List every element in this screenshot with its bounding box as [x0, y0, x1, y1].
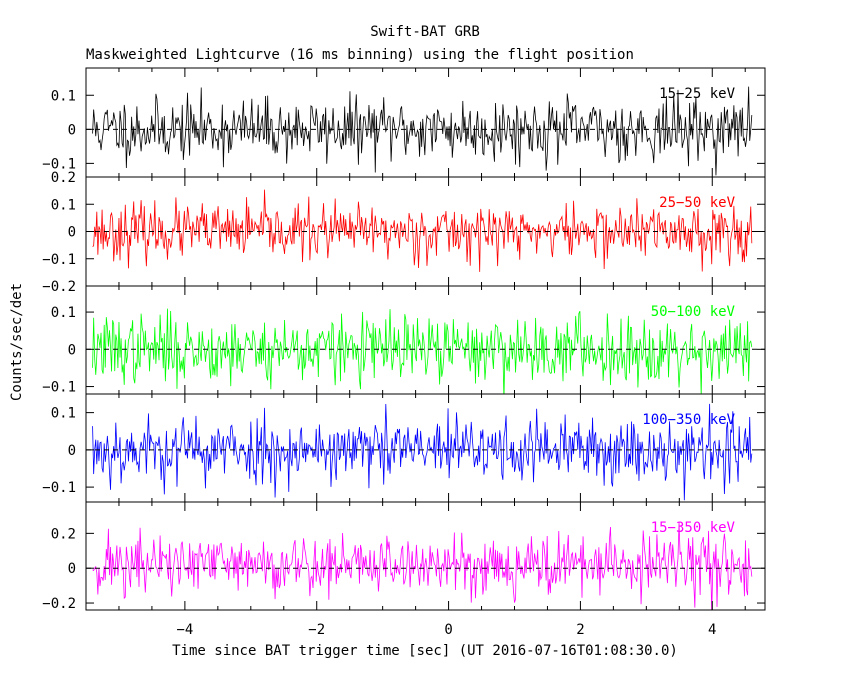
series-line-1 — [92, 86, 753, 176]
y-tick-label-1-3: −0.1 — [42, 156, 76, 172]
panel-2: 0.2 0.1 0 −0.1 −0.2 25−50 keV — [42, 170, 766, 295]
band-label-5: 15−350 keV — [651, 520, 736, 536]
y-tick-label-5-1: 0.2 — [51, 526, 76, 542]
panel-frame-5 — [85, 501, 766, 611]
band-label-2: 25−50 keV — [659, 195, 735, 211]
series-line-4 — [92, 403, 753, 501]
y-tick-label-1-1: 0.1 — [51, 88, 76, 104]
panel-4: 0.1 0 −0.1 100−350 keV — [42, 393, 766, 503]
panel-frame-1 — [85, 67, 766, 178]
x-axis-label: Time since BAT trigger time [sec] (UT 20… — [172, 643, 678, 659]
y-tick-label-4-2: 0 — [68, 443, 76, 459]
y-tick-label-1-2: 0 — [68, 122, 76, 138]
y-tick-label-2-4: −0.1 — [42, 252, 76, 268]
x-tick-label-2: −2 — [308, 622, 325, 638]
y-tick-label-2-2: 0.1 — [51, 197, 76, 213]
panel-5: 0.2 0 −0.2 15−350 keV — [42, 501, 766, 612]
x-tick-label-3: 0 — [444, 622, 452, 638]
panel-3: 0.1 0 −0.1 50−100 keV — [42, 285, 766, 396]
y-tick-label-2-5: −0.2 — [42, 279, 76, 295]
panel-frame-3 — [85, 285, 766, 395]
y-tick-label-4-3: −0.1 — [42, 480, 76, 496]
panels-group: 0.1 0 −0.1 15−25 keV 0.2 0.1 0 −0.1 −0.2 25−50 ke… — [42, 67, 766, 638]
y-tick-label-2-3: 0 — [68, 225, 76, 241]
band-label-1: 15−25 keV — [659, 86, 735, 102]
x-tick-label-5: 4 — [708, 622, 716, 638]
y-tick-label-5-3: −0.2 — [42, 596, 76, 612]
y-tick-label-3-3: −0.1 — [42, 380, 76, 396]
y-tick-label-3-1: 0.1 — [51, 305, 76, 321]
y-tick-label-2-1: 0.2 — [51, 170, 76, 186]
x-tick-label-1: −4 — [176, 622, 193, 638]
y-tick-label-3-2: 0 — [68, 342, 76, 358]
y-tick-label-5-2: 0 — [68, 561, 76, 577]
y-axis-label: Counts/sec/det — [9, 283, 25, 401]
series-line-2 — [92, 189, 753, 272]
x-tick-label-4: 2 — [576, 622, 584, 638]
y-tick-label-4-1: 0.1 — [51, 406, 76, 422]
panel-1: 0.1 0 −0.1 15−25 keV — [42, 67, 766, 178]
band-label-3: 50−100 keV — [651, 304, 736, 320]
series-line-3 — [92, 308, 753, 394]
chart-title: Swift-BAT GRB — [370, 24, 480, 40]
band-label-4: 100−350 keV — [642, 412, 735, 428]
series-line-5 — [92, 521, 753, 610]
chart-subtitle: Maskweighted Lightcurve (16 ms binning) … — [86, 47, 634, 63]
